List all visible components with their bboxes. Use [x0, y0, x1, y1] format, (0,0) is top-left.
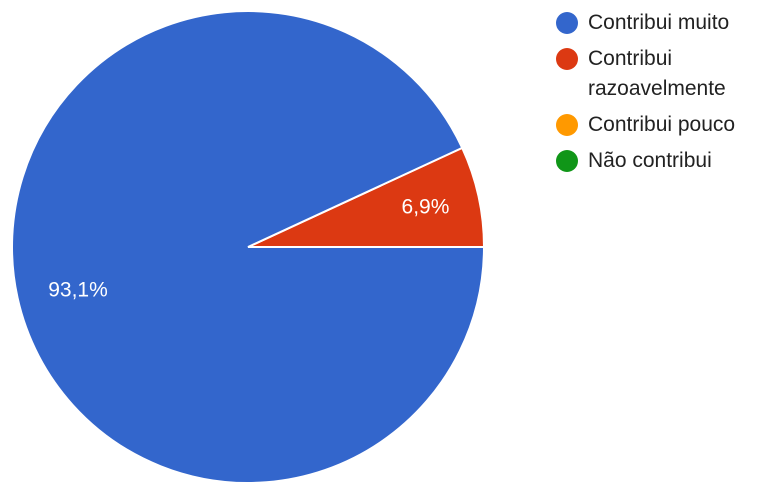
pie-slice-contribui-muito[interactable] [11, 10, 486, 483]
slice-label: 93,1% [48, 279, 108, 302]
legend-item-nao-contribui: Não contribui [556, 146, 778, 176]
pie-chart: 6,9% 93,1% [11, 10, 486, 483]
legend-label: Contribui pouco [588, 113, 736, 136]
legend-label: Contribui muito [588, 11, 730, 34]
legend: Contribui muito Contribui razoavelmente … [556, 8, 778, 182]
legend-item-contribui-muito: Contribui muito [556, 8, 778, 38]
legend-item-contribui-pouco: Contribui pouco [556, 110, 778, 140]
legend-swatch [556, 150, 578, 172]
legend-swatch [556, 12, 578, 34]
legend-item-contribui-razoavelmente: Contribui razoavelmente [556, 44, 778, 104]
legend-swatch [556, 48, 578, 70]
slice-label: 6,9% [402, 195, 450, 218]
legend-label: Contribui razoavelmente [588, 47, 726, 100]
legend-swatch [556, 114, 578, 136]
legend-label: Não contribui [588, 149, 712, 172]
